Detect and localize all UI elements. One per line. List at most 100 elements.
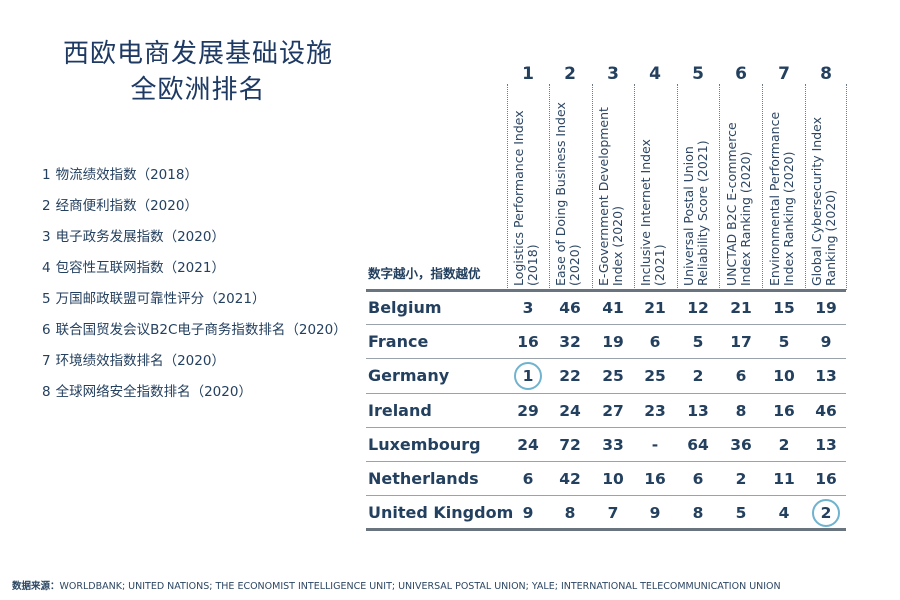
row-divider: [366, 358, 846, 360]
table-cell: 21: [730, 299, 752, 317]
legend-text: 联合国贸发会议B2C电子商务指数排名（2020）: [55, 322, 347, 338]
table-cell: 16: [773, 401, 795, 420]
column-number: 4: [649, 64, 661, 84]
legend-text: 经商便利指数（2020）: [55, 198, 198, 214]
legend-number: 1: [42, 167, 51, 183]
table-cell: 72: [559, 435, 581, 454]
table-cell: 23: [644, 401, 666, 420]
column-divider: [507, 84, 508, 290]
table-cell: 13: [815, 367, 837, 386]
column-divider: [805, 84, 806, 290]
column-header-line: Universal Postal Union: [681, 146, 696, 286]
table-cell: 5: [778, 333, 790, 352]
table-cell: 19: [602, 333, 624, 352]
row-divider: [366, 528, 846, 532]
table-cell: 4: [778, 504, 790, 523]
column-header: Ease of Doing Business Index (2020): [553, 82, 582, 286]
column-header: Global Cybersecurity Index Ranking (2020): [809, 82, 838, 286]
column-divider: [592, 84, 593, 290]
table-cell: 16: [644, 470, 666, 488]
column-divider: [549, 84, 550, 290]
legend-item: 2 经商便利指数（2020）: [42, 191, 347, 222]
table-cell: 10: [773, 367, 795, 386]
column-header: Inclusive Internet Index (2021): [638, 82, 667, 286]
row-divider: [366, 392, 846, 394]
column-header-line: Inclusive Internet Index: [638, 139, 653, 286]
column-divider: [677, 84, 678, 290]
column-header-line: (2021): [652, 244, 667, 286]
table-cell: 46: [559, 299, 581, 317]
column-number: 3: [607, 64, 619, 84]
column-header: Universal Postal Union Reliability Score …: [681, 82, 710, 286]
legend-text: 物流绩效指数（2018）: [55, 167, 198, 183]
country-name: France: [368, 332, 429, 352]
legend-item: 3 电子政务发展指数（2020）: [42, 222, 347, 253]
page-subtitle: 全欧洲排名: [130, 75, 266, 105]
table-cell: 6: [522, 470, 534, 488]
table-cell: 25: [644, 367, 666, 386]
column-header: E-Government Development Index (2020): [596, 82, 625, 286]
table-cell: 64: [687, 435, 709, 454]
row-divider: [366, 324, 846, 326]
column-header-line: Global Cybersecurity Index: [809, 116, 824, 286]
legend-text: 包容性互联网指数（2021）: [55, 260, 225, 276]
table-cell: 8: [564, 504, 576, 523]
table-cell: -: [651, 435, 659, 454]
index-legend: 1 物流绩效指数（2018） 2 经商便利指数（2020） 3 电子政务发展指数（20…: [42, 160, 347, 408]
legend-item: 4 包容性互联网指数（2021）: [42, 253, 347, 284]
table-cell: 16: [517, 333, 539, 352]
column-header-line: Index Ranking (2020): [738, 151, 753, 287]
table-cell: 8: [735, 401, 747, 420]
table-cell: 29: [517, 401, 539, 420]
table-cell: 25: [602, 367, 624, 386]
column-header-line: (2018): [525, 244, 540, 286]
table-cell: 46: [815, 401, 837, 420]
column-header-line: E-Government Development: [596, 107, 611, 286]
legend-text: 电子政务发展指数（2020）: [55, 229, 225, 245]
column-header: UNCTAD B2C E-commerce Index Ranking (2020…: [724, 82, 753, 287]
table-cell: 19: [815, 299, 837, 317]
country-name: Ireland: [368, 400, 432, 420]
table-cell: 33: [602, 435, 624, 454]
column-divider: [762, 84, 763, 290]
column-header-line: Index Ranking (2020): [781, 151, 796, 287]
table-cell: 12: [687, 299, 709, 317]
table-cell: 16: [815, 470, 837, 488]
table-cell: 2: [735, 470, 747, 488]
table-cell: 24: [517, 435, 539, 454]
table-top-rule: [366, 289, 846, 292]
table-cell: 6: [692, 470, 704, 488]
table-cell: 8: [692, 504, 704, 523]
row-divider: [366, 426, 846, 428]
legend-number: 3: [42, 229, 51, 245]
column-header-line: Logistics Performance Index: [511, 110, 526, 286]
table-cell: 11: [773, 470, 795, 488]
legend-item: 7 环境绩效指数排名（2020）: [42, 346, 347, 377]
table-cell: 6: [649, 333, 661, 352]
column-header-line: Index (2020): [610, 206, 625, 286]
table-cell: 13: [687, 401, 709, 420]
legend-text: 万国邮政联盟可靠性评分（2021）: [55, 291, 266, 307]
column-header: Logistics Performance Index (2018): [511, 82, 540, 286]
row-divider: [366, 461, 846, 462]
column-number: 5: [692, 64, 704, 84]
country-name: Belgium: [368, 298, 442, 317]
legend-number: 7: [42, 353, 51, 369]
row-divider: [366, 495, 846, 497]
column-header: Environmental Performance Index Ranking (…: [767, 82, 796, 287]
legend-item: 1 物流绩效指数（2018）: [42, 160, 347, 191]
source-footnote: 数据来源：WORLDBANK; UNITED NATIONS; THE ECON…: [12, 578, 781, 592]
legend-item: 5 万国邮政联盟可靠性评分（2021）: [42, 284, 347, 315]
column-header-line: Environmental Performance: [767, 111, 782, 286]
country-name: United Kingdom: [368, 503, 514, 523]
best-rank-circle: [514, 362, 542, 391]
table-cell: 15: [773, 299, 795, 317]
source-label: 数据来源：: [12, 581, 60, 592]
table-cell: 9: [649, 504, 661, 523]
legend-item: 6 联合国贸发会议B2C电子商务指数排名（2020）: [42, 315, 347, 346]
table-cell: 21: [644, 299, 666, 317]
table-cell: 22: [559, 367, 581, 386]
column-divider: [846, 84, 847, 290]
column-number: 1: [522, 64, 534, 84]
table-cell: 7: [607, 504, 619, 523]
